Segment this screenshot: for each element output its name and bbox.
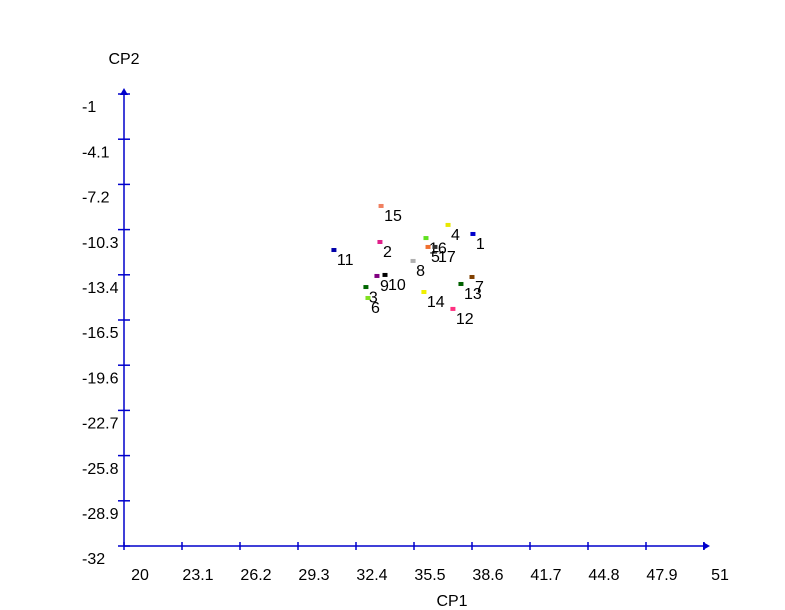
x-tick-label: 38.6	[472, 567, 503, 584]
y-tick-label: -28.9	[82, 506, 119, 523]
point	[378, 203, 384, 208]
point	[331, 248, 337, 253]
y-tick-label: -19.6	[82, 370, 119, 387]
x-tick-label: 23.1	[182, 567, 213, 584]
point	[423, 236, 429, 241]
point	[410, 258, 416, 263]
x-tick-label: 47.9	[646, 567, 677, 584]
point-label: 10	[388, 277, 406, 294]
point	[445, 222, 451, 227]
y-tick-label: -7.2	[82, 190, 110, 207]
y-tick-label: -1	[82, 99, 96, 116]
point-label: 12	[456, 311, 474, 328]
point	[458, 281, 464, 286]
point-label: 13	[464, 286, 482, 303]
x-tick-label: 41.7	[530, 567, 561, 584]
point	[365, 295, 371, 300]
y-tick-label: -13.4	[82, 280, 119, 297]
point-label: 9	[380, 278, 389, 295]
point-label: 4	[451, 227, 460, 244]
point-label: 17	[438, 249, 456, 266]
point	[363, 285, 369, 290]
point	[470, 231, 476, 236]
y-tick-label: -32	[82, 551, 105, 568]
point	[421, 290, 427, 295]
point-label: 3	[369, 289, 378, 306]
point-label: 8	[416, 263, 425, 280]
point	[450, 306, 456, 311]
point-label: 14	[427, 294, 445, 311]
y-tick-label: -4.1	[82, 144, 110, 161]
x-tick-label: 26.2	[240, 567, 271, 584]
point-label: 1	[476, 236, 485, 253]
y-tick-label: -16.5	[82, 325, 119, 342]
x-tick-label: 35.5	[414, 567, 445, 584]
point	[382, 272, 388, 277]
point-label: 6	[371, 300, 380, 317]
x-tick-label: 20	[131, 567, 149, 584]
point	[374, 273, 380, 278]
y-tick-label: -25.8	[82, 461, 119, 478]
x-tick-label: 51	[711, 567, 729, 584]
x-tick-label: 29.3	[298, 567, 329, 584]
x-axis-label: CP1	[436, 593, 467, 610]
point-label: 2	[383, 244, 392, 261]
point	[432, 244, 438, 249]
point-label: 5	[431, 249, 440, 266]
x-tick-label: 44.8	[588, 567, 619, 584]
point-label: 15	[384, 208, 402, 225]
point-label: 16	[429, 240, 447, 257]
point	[425, 244, 431, 249]
point	[469, 274, 475, 279]
point	[377, 239, 383, 244]
y-tick-label: -22.7	[82, 416, 119, 433]
point-label: 11	[337, 252, 354, 269]
y-tick-label: -10.3	[82, 235, 119, 252]
y-axis-label: CP2	[108, 51, 139, 68]
point-label: 7	[475, 279, 484, 296]
x-tick-label: 32.4	[356, 567, 387, 584]
